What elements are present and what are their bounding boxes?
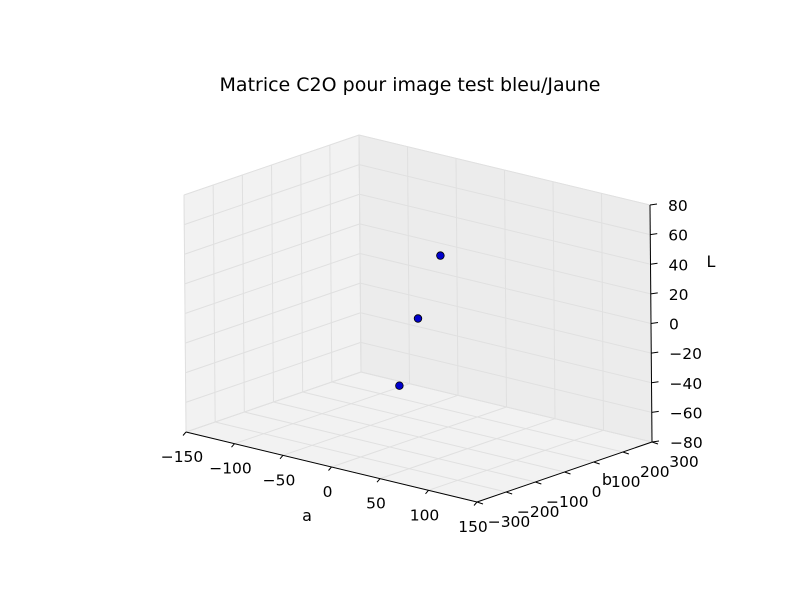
grid-line-l-backwall xyxy=(359,223,651,295)
grid-line-l-leftwall xyxy=(183,134,360,196)
x-tick-mark xyxy=(182,431,187,436)
grid-line-b-floor xyxy=(273,401,565,473)
x-tick-mark xyxy=(473,501,478,506)
y-tick-label: −300 xyxy=(488,513,531,531)
z-tick-label: −40 xyxy=(670,375,703,393)
data-points xyxy=(395,251,445,390)
grid-line-l-leftwall xyxy=(185,371,362,433)
z-tick-mark xyxy=(650,292,658,295)
x-tick-label: 100 xyxy=(410,506,440,524)
data-point xyxy=(413,314,423,323)
y-tick-mark xyxy=(476,501,484,505)
y-tick-label: 300 xyxy=(669,453,699,471)
y-tick-mark xyxy=(535,481,542,485)
chart-title: Matrice C2O pour image test bleu/Jaune xyxy=(220,74,601,96)
x-tick-label: 0 xyxy=(323,483,333,501)
z-tick-mark xyxy=(650,233,658,236)
y-tick-mark xyxy=(622,451,629,455)
grid-line-b-floor xyxy=(215,421,507,493)
grid-line-l-leftwall xyxy=(184,164,360,226)
z-tick-label: 60 xyxy=(668,227,688,245)
grid-line-l-leftwall xyxy=(185,341,361,403)
y-tick-mark xyxy=(593,461,600,465)
z-tick-label: −20 xyxy=(669,345,702,363)
z-tick-label: 80 xyxy=(668,197,688,215)
x-tick-label: −100 xyxy=(209,460,252,478)
z-tick-label: 20 xyxy=(669,286,689,304)
grid-line-l-leftwall xyxy=(185,282,361,344)
y-tick-label: −100 xyxy=(546,493,589,511)
y-tick-label: 0 xyxy=(592,483,602,501)
x-tick-mark xyxy=(279,455,284,460)
grid-line-b-floor xyxy=(302,391,594,463)
x-tick-mark xyxy=(231,443,235,448)
z-tick-mark xyxy=(649,203,658,206)
data-point xyxy=(436,251,445,260)
z-axis-label: L xyxy=(707,252,716,271)
z-tick-mark xyxy=(650,322,659,324)
y-tick-label: 100 xyxy=(611,473,641,491)
x-tick-label: −150 xyxy=(161,448,204,466)
grid-lines xyxy=(183,134,653,503)
tick-marks xyxy=(182,203,660,506)
grid-line-l-backwall xyxy=(360,282,652,354)
x-tick-mark xyxy=(328,466,332,471)
grid-line-l-leftwall xyxy=(184,193,360,255)
z-tick-mark xyxy=(651,381,659,384)
grid-line-l-backwall xyxy=(358,134,651,206)
grid-line-l-leftwall xyxy=(184,223,360,285)
x-tick-label: 150 xyxy=(458,518,488,536)
x-tick-mark xyxy=(376,478,381,483)
z-tick-mark xyxy=(651,410,659,413)
z-tick-label: −60 xyxy=(670,404,703,422)
z-tick-label: −80 xyxy=(670,434,703,452)
z-tick-mark xyxy=(650,262,658,265)
x-tick-label: −50 xyxy=(263,471,296,489)
y-tick-label: −200 xyxy=(517,503,560,521)
z-tick-mark xyxy=(651,351,659,354)
grid-line-b-floor xyxy=(331,381,623,453)
x-axis-label: a xyxy=(302,506,312,525)
grid-line-l-backwall xyxy=(360,341,652,413)
grid-line-l-leftwall xyxy=(184,253,361,314)
y-tick-mark xyxy=(564,471,571,475)
z-tick-label: 40 xyxy=(669,256,689,274)
y-tick-label: 200 xyxy=(640,463,670,481)
grid-line-l-backwall xyxy=(359,253,652,324)
grid-line-l-backwall xyxy=(359,193,651,265)
x-tick-mark xyxy=(425,490,429,495)
grid-line-l-backwall xyxy=(359,164,651,236)
data-point xyxy=(395,381,404,390)
grid-line-l-leftwall xyxy=(185,312,361,374)
grid-line-b-floor xyxy=(244,411,536,483)
z-tick-mark xyxy=(651,440,660,443)
y-tick-mark xyxy=(506,491,513,495)
grid-line-l-backwall xyxy=(360,312,652,384)
grid-line-l-backwall xyxy=(360,371,653,443)
x-tick-label: 50 xyxy=(366,495,386,513)
y-axis-label: b xyxy=(602,470,612,489)
z-tick-label: 0 xyxy=(669,316,679,334)
